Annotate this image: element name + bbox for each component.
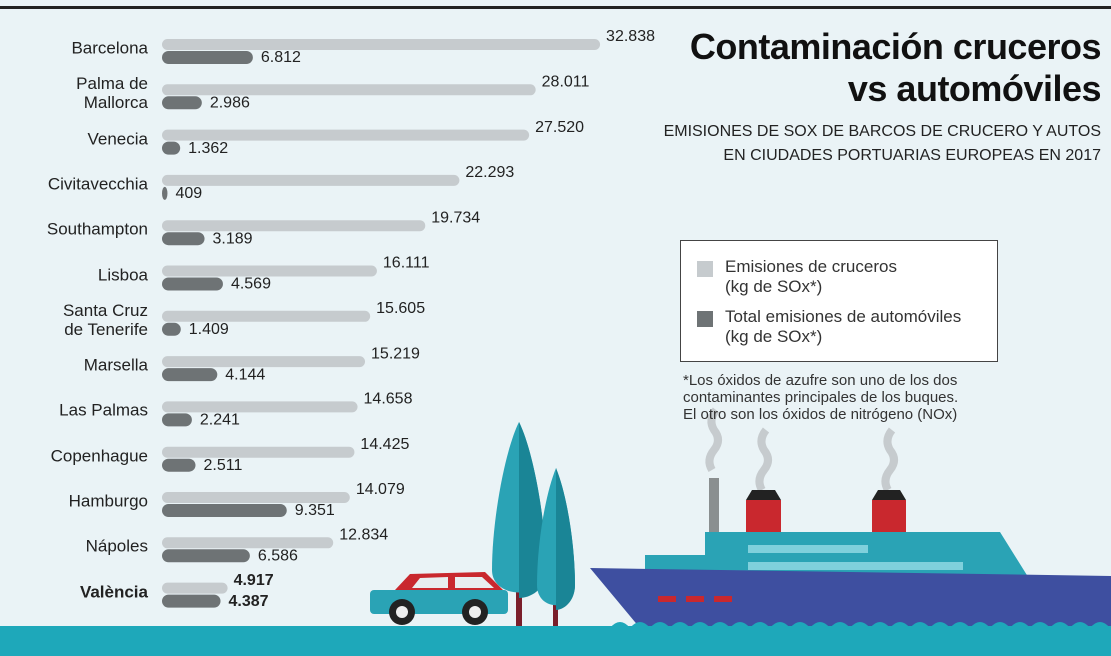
footnote: *Los óxidos de azufre son uno de los dos… bbox=[683, 372, 958, 423]
legend-swatch bbox=[697, 311, 713, 327]
water bbox=[0, 622, 1111, 656]
bar bbox=[162, 175, 459, 186]
category-label: Barcelona bbox=[0, 39, 148, 58]
car bbox=[370, 572, 508, 625]
page: 32.838 6.812 28.011 2.986 27.520 1.362 22.293 4… bbox=[0, 0, 1111, 656]
category-label: Santa Cruz de Tenerife bbox=[0, 301, 148, 339]
footnote-line: contaminantes principales de los buques. bbox=[683, 389, 958, 406]
value-label: 15.605 bbox=[376, 300, 425, 317]
bar bbox=[162, 583, 228, 594]
value-label: 12.834 bbox=[339, 527, 388, 544]
value-label: 14.079 bbox=[356, 481, 405, 498]
bars: 32.838 6.812 28.011 2.986 27.520 1.362 22.293 4… bbox=[162, 28, 655, 610]
category-label: Nápoles bbox=[0, 537, 148, 556]
bar bbox=[162, 595, 221, 608]
bar bbox=[162, 549, 250, 562]
footnote-line: *Los óxidos de azufre son uno de los dos bbox=[683, 372, 958, 389]
category-label: Las Palmas bbox=[0, 401, 148, 420]
title: Contaminación cruceros vs automóviles bbox=[690, 26, 1101, 110]
footnote-line: El otro son los óxidos de nitrógeno (NOx… bbox=[683, 406, 958, 423]
legend-unit: (kg de SOx*) bbox=[725, 277, 897, 297]
bar bbox=[162, 39, 600, 50]
value-label: 14.658 bbox=[364, 391, 413, 408]
category-label: València bbox=[0, 582, 148, 601]
value-label: 27.520 bbox=[535, 119, 584, 136]
value-label: 6.812 bbox=[261, 49, 301, 66]
bar bbox=[162, 413, 192, 426]
legend-item: Emisiones de cruceros(kg de SOx*) bbox=[697, 257, 897, 297]
value-label: 4.569 bbox=[231, 276, 271, 293]
value-label: 1.362 bbox=[188, 140, 228, 157]
title-line: vs automóviles bbox=[690, 68, 1101, 110]
subtitle-line: EN CIUDADES PORTUARIAS EUROPEAS EN 2017 bbox=[664, 144, 1101, 168]
bar bbox=[162, 401, 358, 412]
bar bbox=[162, 187, 167, 200]
value-label: 1.409 bbox=[189, 321, 229, 338]
bar bbox=[162, 51, 253, 64]
bar bbox=[162, 368, 217, 381]
bar bbox=[162, 537, 333, 548]
legend-item: Total emisiones de automóviles(kg de SOx… bbox=[697, 307, 961, 347]
value-label: 9.351 bbox=[295, 502, 335, 519]
legend-label: Total emisiones de automóviles bbox=[725, 307, 961, 327]
value-label: 15.219 bbox=[371, 345, 420, 362]
subtitle-line: EMISIONES DE SOX DE BARCOS DE CRUCERO Y … bbox=[664, 120, 1101, 144]
category-label: Venecia bbox=[0, 129, 148, 148]
title-line: Contaminación cruceros bbox=[690, 26, 1101, 68]
ship bbox=[590, 410, 1111, 628]
category-label: Copenhague bbox=[0, 446, 148, 465]
legend-label: Emisiones de cruceros bbox=[725, 257, 897, 277]
bar bbox=[162, 142, 180, 155]
bar bbox=[162, 232, 205, 245]
value-label: 6.586 bbox=[258, 548, 298, 565]
bar bbox=[162, 504, 287, 517]
value-label: 16.111 bbox=[383, 255, 430, 272]
value-label: 409 bbox=[175, 185, 202, 202]
bar bbox=[162, 323, 181, 336]
bar bbox=[162, 220, 425, 231]
category-label: Hamburgo bbox=[0, 492, 148, 511]
value-label: 28.011 bbox=[542, 74, 590, 91]
value-label: 4.144 bbox=[225, 366, 265, 383]
value-label: 2.986 bbox=[210, 95, 250, 112]
value-label: 4.917 bbox=[234, 572, 274, 589]
category-label: Palma de Mallorca bbox=[0, 74, 148, 112]
value-label: 19.734 bbox=[431, 209, 480, 226]
bar bbox=[162, 96, 202, 109]
subtitle: EMISIONES DE SOX DE BARCOS DE CRUCERO Y … bbox=[664, 120, 1101, 168]
value-label: 2.511 bbox=[203, 457, 242, 474]
value-label: 14.425 bbox=[360, 436, 409, 453]
bar bbox=[162, 447, 354, 458]
bar bbox=[162, 459, 195, 472]
legend-swatch bbox=[697, 261, 713, 277]
bar bbox=[162, 278, 223, 291]
legend-unit: (kg de SOx*) bbox=[725, 327, 961, 347]
category-label: Marsella bbox=[0, 356, 148, 375]
value-label: 4.387 bbox=[229, 593, 269, 610]
category-label: Lisboa bbox=[0, 265, 148, 284]
value-label: 3.189 bbox=[213, 230, 253, 247]
category-label: Southampton bbox=[0, 220, 148, 239]
top-rule bbox=[0, 6, 1111, 9]
value-label: 32.838 bbox=[606, 28, 655, 45]
value-label: 22.293 bbox=[465, 164, 514, 181]
legend: Emisiones de cruceros(kg de SOx*)Total e… bbox=[680, 240, 998, 362]
category-label: Civitavecchia bbox=[0, 174, 148, 193]
value-label: 2.241 bbox=[200, 412, 240, 429]
